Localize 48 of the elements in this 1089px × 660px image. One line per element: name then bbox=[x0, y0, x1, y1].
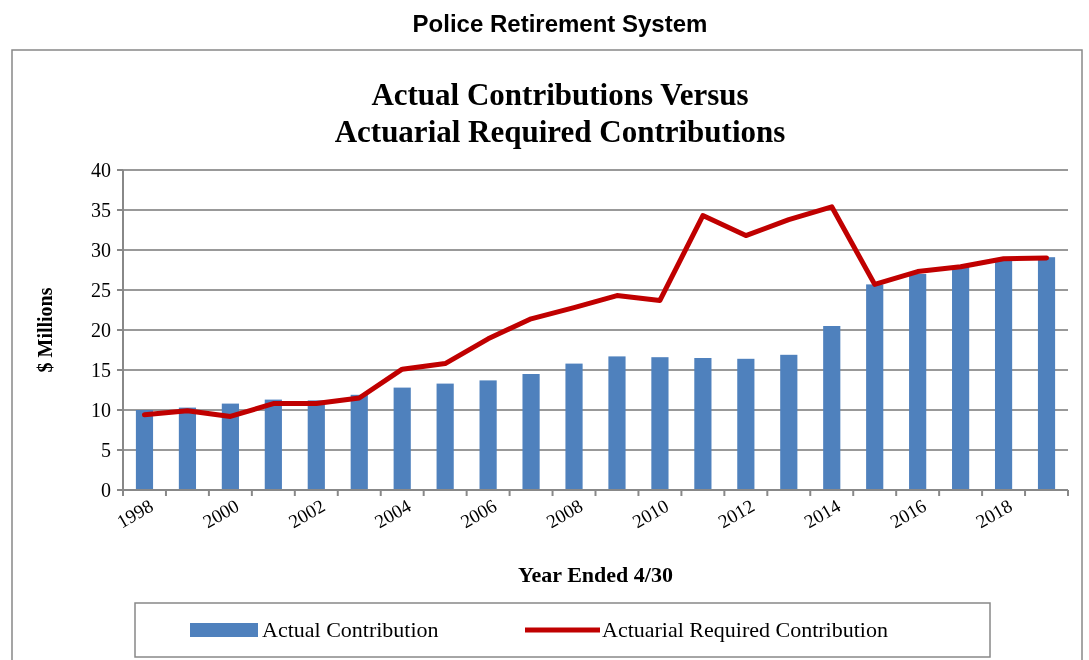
bar bbox=[393, 387, 411, 490]
bar bbox=[1037, 257, 1056, 490]
bar bbox=[522, 374, 540, 490]
y-tick-label: 25 bbox=[91, 279, 111, 301]
y-axis-title: $ Millions bbox=[34, 287, 56, 373]
bar bbox=[565, 363, 583, 490]
bar bbox=[651, 357, 669, 490]
bar bbox=[307, 400, 325, 490]
y-tick-label: 10 bbox=[91, 399, 111, 421]
bar bbox=[608, 356, 626, 490]
bar bbox=[994, 258, 1013, 490]
bar bbox=[952, 266, 970, 490]
bar bbox=[823, 326, 841, 490]
x-axis-title: Year Ended 4/30 bbox=[518, 562, 673, 587]
x-tick-label: 1998 bbox=[113, 495, 157, 533]
bar bbox=[178, 407, 197, 490]
y-tick-label: 30 bbox=[91, 239, 111, 261]
y-tick-label: 35 bbox=[91, 199, 111, 221]
bar bbox=[436, 383, 454, 490]
y-tick-label: 0 bbox=[101, 479, 111, 501]
bar bbox=[135, 410, 154, 490]
bar bbox=[909, 274, 927, 490]
legend-label: Actuarial Required Contribution bbox=[602, 617, 888, 642]
x-tick-label: 2016 bbox=[886, 495, 930, 533]
x-tick-label: 2002 bbox=[285, 495, 329, 533]
x-tick-label: 2010 bbox=[628, 495, 673, 533]
x-tick-label: 2012 bbox=[714, 495, 759, 533]
bar bbox=[479, 380, 497, 490]
x-tick-label: 2014 bbox=[800, 494, 845, 533]
x-tick-label: 2018 bbox=[972, 495, 1016, 533]
legend-label: Actual Contribution bbox=[262, 617, 439, 642]
bar bbox=[350, 394, 368, 490]
y-tick-label: 5 bbox=[101, 439, 111, 461]
bar bbox=[694, 358, 712, 490]
y-tick-label: 15 bbox=[91, 359, 111, 381]
bar bbox=[780, 354, 798, 490]
chart-title: Police Retirement System bbox=[412, 10, 708, 37]
bar bbox=[737, 358, 755, 490]
x-tick-label: 2006 bbox=[456, 495, 501, 533]
bar bbox=[221, 403, 239, 490]
x-tick-label: 2004 bbox=[370, 494, 415, 533]
bar bbox=[866, 284, 884, 490]
y-tick-label: 40 bbox=[91, 159, 111, 181]
bar bbox=[264, 399, 282, 490]
x-tick-label: 2008 bbox=[542, 495, 587, 533]
x-tick-label: 2000 bbox=[199, 495, 243, 533]
chart-subtitle: Actual Contributions Versus Actuarial Required Contributions bbox=[334, 77, 786, 149]
y-tick-label: 20 bbox=[91, 319, 111, 341]
